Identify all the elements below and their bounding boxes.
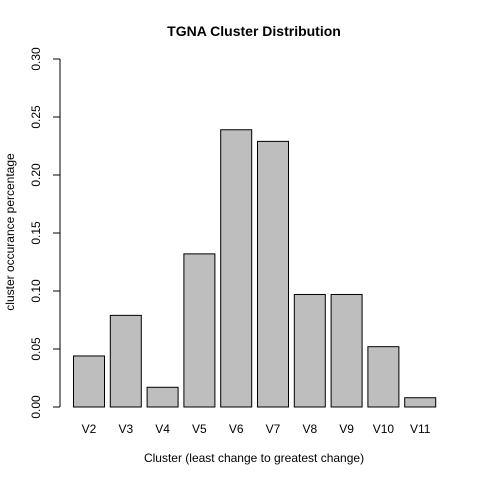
x-tick-label: V5: [192, 422, 207, 436]
y-axis-label: cluster occurance percentage: [3, 153, 17, 311]
bar-v3: [109, 314, 142, 408]
x-tick-label: V7: [266, 422, 281, 436]
x-tick-label: V4: [155, 422, 170, 436]
bar-v2: [73, 355, 105, 408]
bar-v6: [220, 129, 253, 408]
x-tick-label: V9: [339, 422, 354, 436]
x-tick-labels: V2 V3 V4 V5 V6 V7 V8 V9 V10 V11: [82, 422, 431, 436]
x-tick-label: V10: [373, 422, 395, 436]
x-tick-label: V3: [118, 422, 133, 436]
x-tick-label: V8: [302, 422, 317, 436]
bar-v9: [330, 293, 363, 408]
x-tick-label: V11: [410, 422, 431, 436]
bar-v5: [183, 253, 216, 408]
bar-v4: [146, 386, 179, 408]
y-tick-label: 0.25: [29, 105, 43, 129]
bar-v10: [367, 346, 400, 408]
bar-v7: [257, 140, 289, 408]
bar-v11: [404, 397, 437, 408]
y-tick-label: 0.05: [29, 337, 43, 361]
x-tick-label: V2: [82, 422, 97, 436]
x-axis-label: Cluster (least change to greatest change…: [144, 451, 364, 465]
y-tick-label: 0.15: [29, 221, 43, 245]
y-tick-label: 0.00: [29, 395, 43, 419]
y-tick-label: 0.10: [29, 279, 43, 303]
y-tick-label: 0.20: [29, 163, 43, 187]
y-tick-label: 0.30: [29, 47, 43, 71]
bars: [73, 129, 437, 408]
y-axis: 0.00 0.05 0.10 0.15 0.20 0.25 0.30: [29, 47, 61, 419]
x-tick-label: V6: [229, 422, 244, 436]
bar-v8: [293, 293, 326, 408]
chart-title: TGNA Cluster Distribution: [167, 23, 341, 39]
